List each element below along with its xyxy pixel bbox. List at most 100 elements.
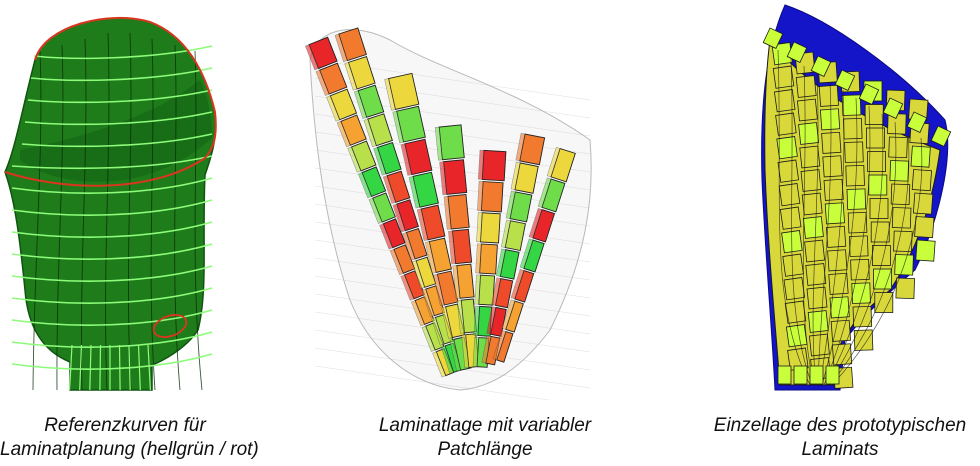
fiber-line (825, 113, 884, 386)
neck-curve (89, 344, 92, 391)
reference-curves-image (4, 16, 217, 391)
laminate-patch (888, 136, 908, 159)
laminate-patch (874, 292, 894, 313)
reference-curve-red (4, 16, 217, 187)
laminate-patch (434, 124, 465, 161)
laminate-patch (443, 194, 470, 230)
laminate-patch (846, 188, 867, 210)
laminate-patch (344, 55, 376, 91)
surface-shade (20, 80, 212, 182)
fiber-line (802, 65, 815, 386)
caption-variable-patch-length: Laminatlage mit variabler Patchlänge (355, 414, 615, 462)
laminate-patch (796, 98, 818, 122)
laminate-patch (373, 141, 402, 176)
laminate-patch (818, 84, 839, 107)
laminate-patch (808, 333, 830, 357)
laminate-patch (336, 114, 367, 148)
laminate-patch (868, 174, 888, 196)
laminate-patch (851, 282, 871, 304)
laminate-patch (546, 146, 576, 183)
neck-curve (79, 344, 83, 391)
laminate-patch (828, 272, 849, 295)
caption-line-1: Referenzkurven für (44, 415, 206, 436)
caption-reference-curves: Referenzkurven für Laminatplanung (hellg… (0, 414, 259, 462)
mesh-line (194, 50, 203, 391)
laminate-patch (379, 218, 406, 250)
laminate-patch (510, 268, 535, 303)
neck-curve (137, 344, 141, 391)
fiber-line (827, 121, 897, 386)
neck-curve (128, 344, 131, 391)
laminate-patch (867, 151, 886, 172)
neck-curve (147, 344, 151, 391)
laminate-patch (392, 105, 426, 144)
laminate-patch (315, 62, 348, 96)
laminate-patch (334, 27, 367, 63)
laminate-patch (425, 237, 452, 274)
laminate-patch (866, 127, 885, 149)
laminate-patch (800, 169, 822, 192)
laminate-patch (798, 122, 820, 145)
laminate-patch (496, 248, 520, 280)
fiber-line (817, 81, 832, 386)
laminate-patch (823, 178, 844, 201)
laminate-patch (829, 296, 850, 319)
laminate-patch (799, 145, 821, 169)
base-tab (793, 365, 808, 385)
laminate-patch (433, 270, 459, 307)
laminate-patch (448, 228, 473, 265)
laminate-patch (914, 216, 935, 239)
laminate-patch (807, 310, 829, 333)
laminate-patch (775, 112, 797, 136)
laminate-patch (439, 159, 468, 196)
laminate-patch (827, 249, 848, 272)
laminate-patch (326, 88, 358, 122)
fiber-line (831, 137, 923, 386)
laminate-patch (363, 113, 393, 148)
laminate-patch (889, 160, 910, 182)
reference-curve-green (11, 221, 213, 238)
laminate-patch (772, 65, 795, 89)
caption-line-2: Patchlänge (437, 439, 533, 460)
laminate-patch (844, 141, 864, 163)
laminate-patch (416, 204, 446, 241)
laminate-patch (382, 170, 411, 204)
reference-curve-green (27, 89, 213, 104)
laminate-patch (475, 243, 498, 275)
laminate-patch (474, 274, 496, 306)
neck-curve (118, 344, 121, 391)
laminate-patch (477, 181, 504, 213)
laminate-patch (890, 183, 911, 206)
fiber-line (823, 105, 871, 386)
laminate-patch (400, 270, 426, 301)
reference-curve-green (11, 177, 213, 194)
laminate-patch (491, 277, 514, 309)
laminate-patch (305, 36, 338, 71)
laminate-patch (402, 227, 428, 261)
laminate-patch (830, 319, 851, 342)
laminate-patch (873, 268, 893, 290)
laminate-patch (510, 161, 539, 194)
reference-curve-green (11, 287, 213, 304)
reference-curve-green (11, 265, 213, 282)
laminate-patch (411, 256, 437, 289)
laminate-patch (776, 136, 798, 160)
base-tab (825, 365, 840, 385)
laminate-patch (819, 108, 841, 131)
fiber-line (821, 97, 858, 386)
mesh-line (32, 50, 42, 391)
laminate-patch (492, 329, 514, 363)
edge-tab (906, 111, 928, 133)
base-tab (809, 365, 824, 385)
panel-variable-patch-length (290, 0, 610, 400)
laminate-patch (456, 298, 478, 334)
reference-curve-green (11, 309, 213, 326)
laminate-patch (853, 329, 874, 351)
panel-reference-curves (0, 0, 240, 400)
laminate-patch (870, 221, 890, 243)
laminate-patch (515, 132, 546, 166)
laminate-patch (441, 303, 466, 339)
reference-curve-green (24, 111, 213, 126)
caption-line-2: Laminats (801, 439, 879, 460)
laminate-patch (910, 145, 931, 168)
